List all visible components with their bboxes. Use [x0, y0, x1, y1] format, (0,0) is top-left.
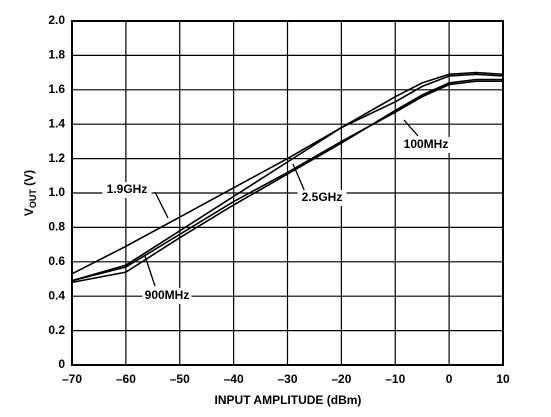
y-tick-label: 0.8: [48, 220, 65, 234]
y-tick-label: 1.6: [48, 82, 65, 96]
x-axis-label: INPUT AMPLITUDE (dBm): [215, 393, 362, 407]
x-tick-label: –60: [116, 372, 136, 386]
callout-bg: [297, 190, 347, 206]
callout-bg: [142, 288, 192, 304]
x-tick-label: –70: [62, 372, 82, 386]
legend-label: 1.9GHz: [107, 182, 148, 196]
plot-frame: [71, 20, 504, 366]
y-tick-label: 1.2: [48, 151, 65, 165]
y-tick-label: 0.2: [48, 323, 65, 337]
legend-label: 2.5GHz: [302, 190, 343, 204]
y-axis-label-main: V: [22, 208, 36, 216]
x-tick-label: –10: [385, 372, 405, 386]
y-axis-label: VOUT (V): [22, 170, 38, 216]
series-line: [71, 80, 503, 282]
series-line: [71, 78, 503, 284]
x-tick-label: –50: [170, 372, 190, 386]
legend-label: 100MHz: [404, 137, 449, 151]
callout-leader: [292, 163, 306, 193]
y-tick-label: 0.4: [48, 288, 65, 302]
y-axis-label-sub: OUT: [28, 189, 38, 209]
y-tick-label: 2.0: [48, 13, 65, 27]
y-tick-label: 0.6: [48, 254, 65, 268]
y-tick-label: 1.8: [48, 48, 65, 62]
x-tick-label: –40: [224, 372, 244, 386]
y-tick-label: 0: [58, 357, 65, 371]
callout-bg: [401, 137, 451, 153]
x-tick-label: 10: [496, 372, 510, 386]
callout-bg: [102, 182, 152, 198]
x-tick-label: –20: [331, 372, 351, 386]
callout-leader: [154, 191, 169, 219]
callout-leader: [144, 255, 156, 287]
y-tick-label: 1.4: [48, 116, 65, 130]
callout-leader: [403, 119, 419, 137]
legend-label: 900MHz: [145, 288, 190, 302]
y-axis-label-unit: (V): [22, 170, 36, 189]
x-tick-label: –30: [277, 372, 297, 386]
series-line: [71, 73, 504, 282]
y-tick-label: 1.0: [48, 185, 65, 199]
x-tick-label: 0: [446, 372, 453, 386]
